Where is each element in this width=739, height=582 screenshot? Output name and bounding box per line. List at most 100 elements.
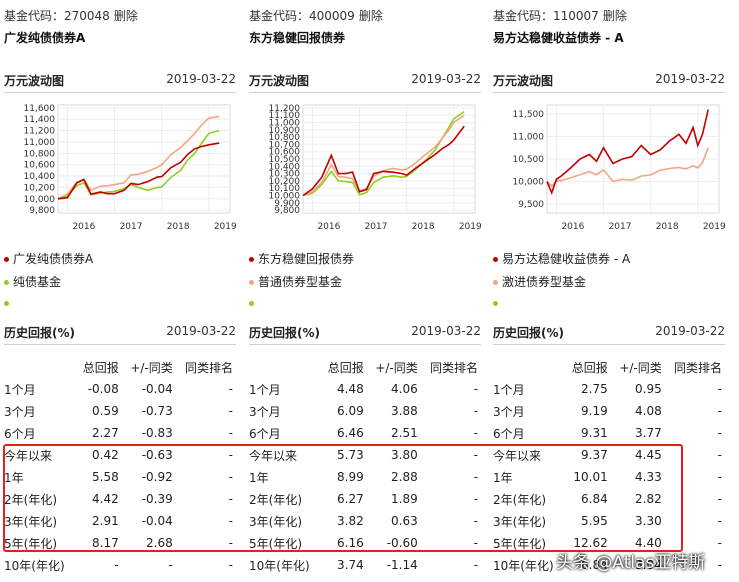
column-header: +/-同类 <box>130 360 173 375</box>
column-header <box>493 356 564 378</box>
table-cell: 2.75 <box>581 382 608 396</box>
y-tick-label: 11,000 <box>24 138 56 148</box>
column-header: +/-同类 <box>619 360 662 375</box>
table-header-row: 总回报 +/-同类 同类排名 <box>4 356 236 378</box>
x-tick-label: 2016 <box>561 222 584 232</box>
legend-item: 普通债券型基金 <box>249 273 342 290</box>
chart-date: 2019-03-22 <box>655 72 725 86</box>
y-tick-label: 9,800 <box>29 206 55 216</box>
series-line <box>57 142 220 200</box>
table-cell: 9.37 <box>581 448 608 462</box>
fund-code-header: 基金代码：400009 删除 <box>249 7 383 24</box>
table-row: 3个月 9.19 4.08 - <box>493 400 725 422</box>
series-line <box>57 129 220 200</box>
fund-code-text: 基金代码：270048 <box>4 9 110 23</box>
y-tick-label: 9,900 <box>274 199 300 209</box>
table-cell: 0.63 <box>391 514 418 528</box>
legend-dot-icon <box>4 257 9 262</box>
table-cell: 2.91 <box>92 514 119 528</box>
table-cell: - <box>717 382 722 396</box>
row-label: 今年以来 <box>249 448 298 463</box>
y-tick-label: 9,500 <box>518 200 544 210</box>
table-row: 6个月 2.27 -0.83 - <box>4 422 236 444</box>
table-row: 5年(年化) 8.17 2.68 - <box>4 532 236 554</box>
table-cell: - <box>717 536 722 550</box>
row-label: 5年(年化) <box>249 536 302 551</box>
column-header: 总回报 <box>571 360 608 375</box>
row-label: 6个月 <box>493 426 525 441</box>
fund-name: 东方稳健回报债券 <box>249 31 346 45</box>
table-cell: 2.82 <box>635 492 662 506</box>
table-cell: - <box>473 382 478 396</box>
table-row: 6个月 6.46 2.51 - <box>249 422 481 444</box>
table-cell: 2.68 <box>146 536 173 550</box>
table-cell: - <box>717 404 722 418</box>
legend-dot-icon <box>249 301 254 306</box>
row-label: 3年(年化) <box>4 514 57 529</box>
column-header: 总回报 <box>327 360 364 375</box>
x-tick-label: 2018 <box>656 222 679 232</box>
table-cell: 3.04 <box>635 558 662 572</box>
table-cell: -0.60 <box>386 536 418 550</box>
fund-code-text: 基金代码：110007 <box>493 9 599 23</box>
table-cell: 6.27 <box>337 492 364 506</box>
row-label: 2年(年化) <box>249 492 302 507</box>
table-cell: 8.17 <box>92 536 119 550</box>
legend-label: 激进债券型基金 <box>502 275 587 289</box>
table-cell: - <box>473 404 478 418</box>
y-tick-label: 11,600 <box>24 104 56 114</box>
chart-section-title: 万元波动图 <box>249 74 310 88</box>
table-cell: -0.73 <box>141 404 173 418</box>
table-cell: 6.46 <box>337 426 364 440</box>
fund-column-2: 基金代码：400009 删除 东方稳健回报债券 万元波动图 2019-03-22 … <box>245 0 481 582</box>
row-label: 10年(年化) <box>249 558 310 573</box>
y-tick-label: 11,100 <box>269 111 301 121</box>
delete-link[interactable]: 删除 <box>358 9 383 23</box>
row-label: 1年 <box>249 470 269 485</box>
legend-dot-icon <box>493 301 498 306</box>
watermark: 头条 @Atlas亚特斯 <box>556 553 706 573</box>
table-row: 今年以来 9.37 4.45 - <box>493 444 725 466</box>
table-row: 3年(年化) 3.82 0.63 - <box>249 510 481 532</box>
table-row: 5年(年化) 6.16 -0.60 - <box>249 532 481 554</box>
table-cell: - <box>114 558 119 572</box>
table-cell: 2.27 <box>92 426 119 440</box>
row-label: 10年(年化) <box>493 558 554 573</box>
fund-name: 广发纯债债券A <box>4 31 86 45</box>
table-cell: - <box>717 558 722 572</box>
table-cell: 2.88 <box>391 470 418 484</box>
history-section-header: 历史回报(%) 2019-03-22 <box>493 322 725 345</box>
y-tick-label: 10,000 <box>269 191 301 201</box>
table-cell: -0.04 <box>141 514 173 528</box>
row-label: 今年以来 <box>493 448 542 463</box>
y-tick-label: 10,200 <box>269 177 301 187</box>
column-header: 同类排名 <box>673 360 722 375</box>
fund-code-header: 基金代码：270048 删除 <box>4 7 138 24</box>
row-label: 3个月 <box>493 404 525 419</box>
x-tick-label: 2016 <box>72 222 95 232</box>
x-tick-label: 2016 <box>317 222 340 232</box>
delete-link[interactable]: 删除 <box>602 9 627 23</box>
y-tick-label: 11,500 <box>513 110 545 120</box>
table-cell: 3.88 <box>391 404 418 418</box>
row-label: 2年(年化) <box>4 492 57 507</box>
delete-link[interactable]: 删除 <box>113 9 138 23</box>
row-label: 2年(年化) <box>493 492 546 507</box>
series-line <box>546 109 709 196</box>
returns-table: 总回报 +/-同类 同类排名 1个月 -0.08 -0.04-3个月 0.59 -0.73-6… <box>4 356 236 576</box>
table-row: 1年 5.58 -0.92 - <box>4 466 236 488</box>
table-cell: 4.42 <box>92 492 119 506</box>
legend-label: 广发纯债债券A <box>13 252 94 266</box>
table-cell: - <box>168 558 173 572</box>
series-line <box>546 147 709 188</box>
table-cell: - <box>717 448 722 462</box>
history-section-title: 历史回报(%) <box>493 326 564 340</box>
chart-date: 2019-03-22 <box>166 72 236 86</box>
table-cell: 6.16 <box>337 536 364 550</box>
row-label: 5年(年化) <box>4 536 57 551</box>
history-section-title: 历史回报(%) <box>4 326 75 340</box>
legend-dot-icon <box>493 257 498 262</box>
y-tick-label: 11,400 <box>24 115 56 125</box>
table-cell: - <box>228 514 233 528</box>
row-label: 1年 <box>4 470 24 485</box>
